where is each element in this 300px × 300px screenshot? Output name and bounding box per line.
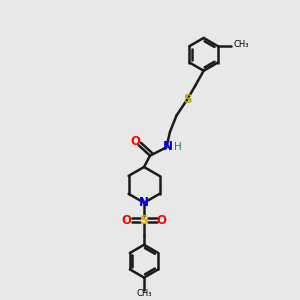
Text: N: N [139, 196, 149, 209]
Text: O: O [156, 214, 166, 226]
Text: O: O [122, 214, 132, 226]
Text: S: S [183, 93, 191, 106]
Text: S: S [140, 214, 148, 226]
Text: H: H [174, 142, 182, 152]
Text: CH₃: CH₃ [234, 40, 249, 50]
Text: CH₃: CH₃ [136, 289, 152, 298]
Text: O: O [130, 135, 140, 148]
Text: N: N [163, 140, 173, 153]
